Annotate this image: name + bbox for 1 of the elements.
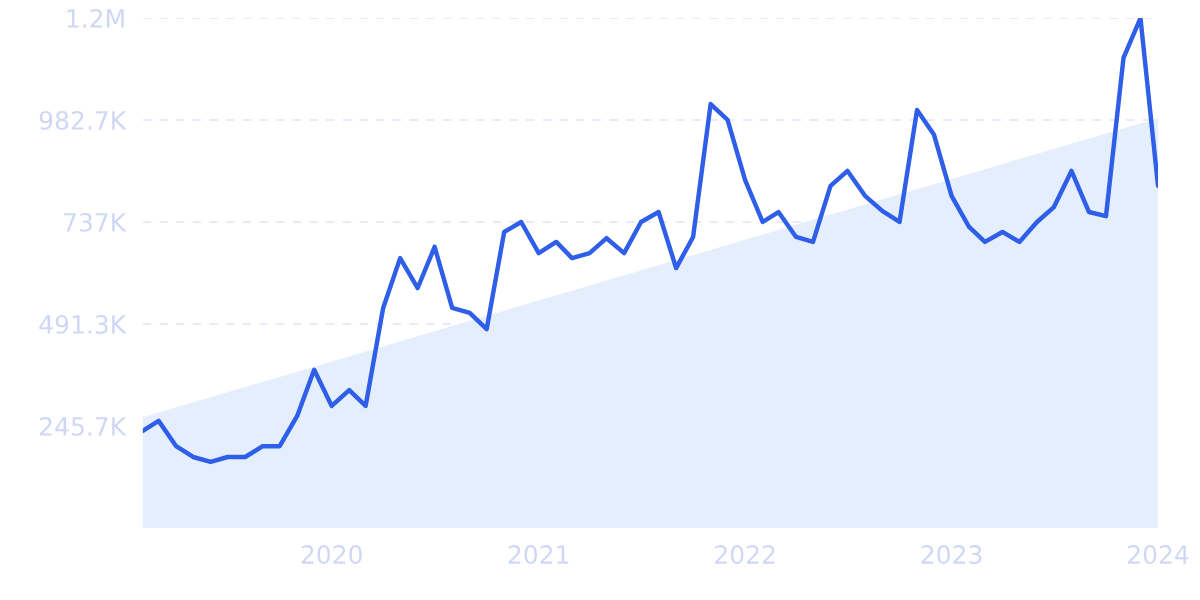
line-series	[142, 18, 1158, 465]
